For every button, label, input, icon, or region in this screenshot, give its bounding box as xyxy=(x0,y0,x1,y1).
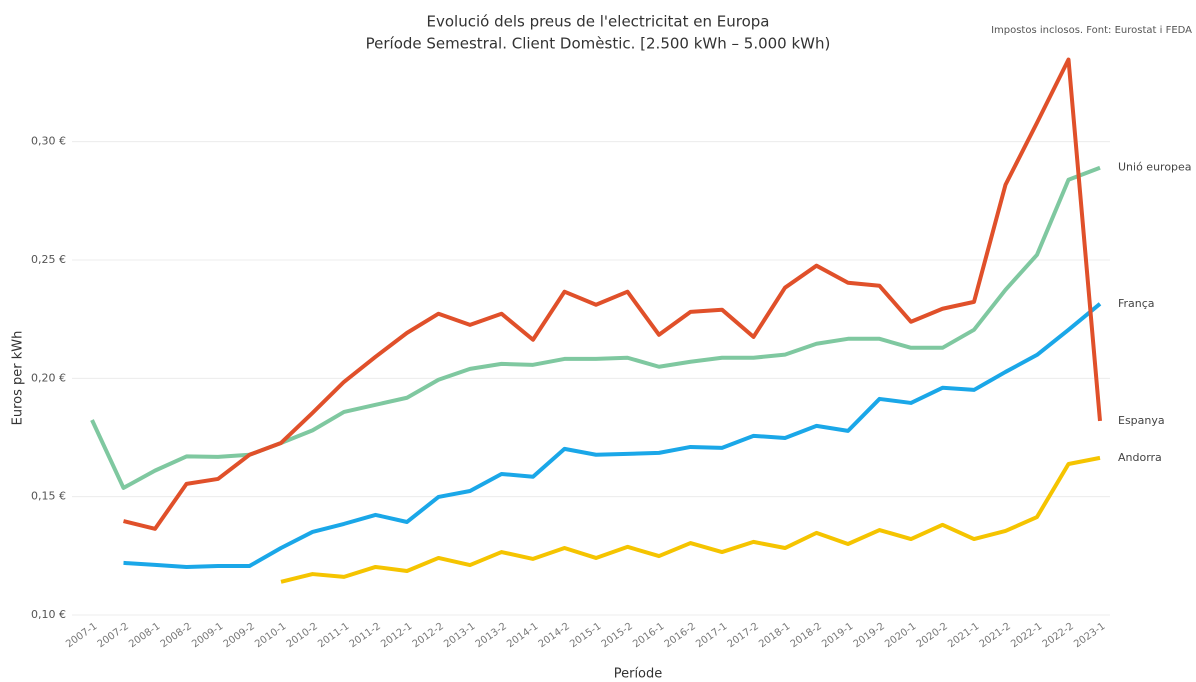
x-tick-label: 2011-2 xyxy=(348,621,383,650)
x-axis-label: Període xyxy=(614,667,663,682)
annotation: Impostos inclosos. Font: Eurostat i FEDA xyxy=(991,25,1192,36)
chart-title: Evolució dels preus de l'electricitat en… xyxy=(427,13,770,31)
x-tick-label: 2008-1 xyxy=(127,621,162,650)
x-tick-label: 2011-1 xyxy=(316,621,351,650)
x-tick-label: 2016-2 xyxy=(663,621,698,650)
x-tick-label: 2014-1 xyxy=(505,621,540,650)
series-line xyxy=(123,302,1102,569)
x-tick-label: 2022-2 xyxy=(1041,621,1076,650)
x-tick-label: 2018-2 xyxy=(789,621,824,650)
x-tick-label: 2019-2 xyxy=(852,621,887,650)
x-tick-label: 2015-1 xyxy=(568,621,603,650)
x-tick-label: 2020-2 xyxy=(915,621,950,650)
x-tick-label: 2014-2 xyxy=(537,621,572,650)
y-axis-label: Euros per kWh xyxy=(11,331,26,426)
series-label: Unió europea xyxy=(1118,161,1192,174)
x-tick-label: 2020-1 xyxy=(883,621,918,650)
x-tick-label: 2010-2 xyxy=(285,621,320,650)
series-line xyxy=(90,165,1101,490)
x-tick-label: 2013-1 xyxy=(442,621,477,650)
y-tick-label: 0,30 € xyxy=(31,135,66,148)
x-tick-label: 2015-2 xyxy=(600,621,635,650)
series-line xyxy=(123,57,1102,531)
x-tick-label: 2023-1 xyxy=(1072,621,1107,650)
chart-subtitle: Període Semestral. Client Domèstic. [2.5… xyxy=(366,35,831,53)
x-tick-label: 2007-1 xyxy=(64,621,99,650)
x-tick-label: 2012-1 xyxy=(379,621,414,650)
x-tick-label: 2021-1 xyxy=(946,621,981,650)
x-tick-label: 2019-1 xyxy=(820,621,855,650)
x-tick-label: 2010-1 xyxy=(253,621,288,650)
x-tick-label: 2021-2 xyxy=(978,621,1013,650)
y-tick-label: 0,10 € xyxy=(31,608,66,621)
x-tick-label: 2009-2 xyxy=(222,621,257,650)
series-label: Andorra xyxy=(1118,451,1162,464)
series-label: Espanya xyxy=(1118,414,1165,427)
y-tick-label: 0,20 € xyxy=(31,371,66,384)
x-tick-label: 2018-1 xyxy=(757,621,792,650)
series-label: França xyxy=(1118,297,1155,310)
x-tick-label: 2022-1 xyxy=(1009,621,1044,650)
y-tick-label: 0,25 € xyxy=(31,253,66,266)
x-tick-label: 2007-2 xyxy=(96,621,131,650)
y-tick-label: 0,15 € xyxy=(31,490,66,503)
x-tick-label: 2017-1 xyxy=(694,621,729,650)
x-tick-label: 2017-2 xyxy=(726,621,761,650)
x-tick-label: 2008-2 xyxy=(159,621,194,650)
x-tick-label: 2012-2 xyxy=(411,621,446,650)
x-tick-label: 2009-1 xyxy=(190,621,225,650)
series-line xyxy=(280,455,1101,584)
x-tick-label: 2016-1 xyxy=(631,621,666,650)
x-tick-label: 2013-2 xyxy=(474,621,509,650)
